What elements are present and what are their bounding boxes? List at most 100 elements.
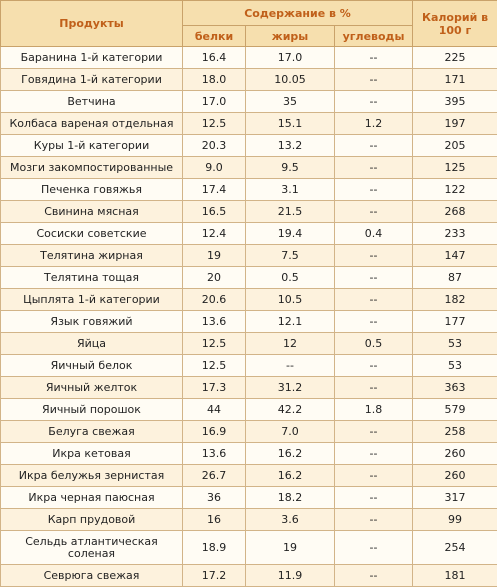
calories-value: 53 [413,333,497,355]
product-name: Яичный белок [1,355,183,377]
carbs-value: -- [335,421,413,443]
calories-value: 260 [413,443,497,465]
protein-value: 26.7 [183,465,246,487]
fat-value: 10.5 [246,289,335,311]
protein-value: 16.9 [183,421,246,443]
table-row: Белуга свежая 16.9 7.0 -- 258 [1,421,497,443]
fat-value: 42.2 [246,399,335,421]
calories-value: 258 [413,421,497,443]
fat-value: 16.2 [246,465,335,487]
calories-value: 125 [413,157,497,179]
product-name: Яичный порошок [1,399,183,421]
carbs-value: 1.2 [335,113,413,135]
product-name: Колбаса вареная отдельная [1,113,183,135]
header-protein: белки [183,26,246,47]
protein-value: 13.6 [183,311,246,333]
carbs-value: -- [335,201,413,223]
product-name: Икра белужья зернистая [1,465,183,487]
carbs-value: -- [335,267,413,289]
carbs-value: -- [335,69,413,91]
fat-value: 16.2 [246,443,335,465]
protein-value: 18.9 [183,531,246,565]
product-name: Сосиски советские [1,223,183,245]
table-row: Яйца 12.5 12 0.5 53 [1,333,497,355]
product-name: Мозги закомпостированные [1,157,183,179]
table-row: Ветчина 17.0 35 -- 395 [1,91,497,113]
carbs-value: -- [335,179,413,201]
product-name: Свинина мясная [1,201,183,223]
product-name: Сельдь атлантическая соленая [1,531,183,565]
protein-value: 17.3 [183,377,246,399]
header-carbs: углеводы [335,26,413,47]
header-content-group: Содержание в % [183,1,413,26]
product-name: Куры 1-й категории [1,135,183,157]
fat-value: 9.5 [246,157,335,179]
table-row: Яичный белок 12.5 -- -- 53 [1,355,497,377]
product-name: Телятина тощая [1,267,183,289]
fat-value: 11.9 [246,565,335,587]
protein-value: 16.4 [183,47,246,69]
carbs-value: -- [335,355,413,377]
product-name: Яйца [1,333,183,355]
product-name: Ветчина [1,91,183,113]
carbs-value: 1.8 [335,399,413,421]
fat-value: 21.5 [246,201,335,223]
carbs-value: -- [335,565,413,587]
table-row: Яичный желток 17.3 31.2 -- 363 [1,377,497,399]
carbs-value: -- [335,47,413,69]
calories-value: 87 [413,267,497,289]
protein-value: 36 [183,487,246,509]
fat-value: 0.5 [246,267,335,289]
header-calories: Калорий в 100 г [413,1,497,47]
product-name: Яичный желток [1,377,183,399]
protein-value: 13.6 [183,443,246,465]
calories-value: 53 [413,355,497,377]
product-name: Икра черная паюсная [1,487,183,509]
protein-value: 19 [183,245,246,267]
calories-value: 171 [413,69,497,91]
calories-value: 205 [413,135,497,157]
fat-value: 17.0 [246,47,335,69]
protein-value: 17.0 [183,91,246,113]
product-name: Икра кетовая [1,443,183,465]
protein-value: 20 [183,267,246,289]
protein-value: 17.4 [183,179,246,201]
calories-value: 363 [413,377,497,399]
carbs-value: -- [335,91,413,113]
carbs-value: -- [335,135,413,157]
table-row: Телятина жирная 19 7.5 -- 147 [1,245,497,267]
table-row: Язык говяжий 13.6 12.1 -- 177 [1,311,497,333]
table-row: Телятина тощая 20 0.5 -- 87 [1,267,497,289]
calories-value: 197 [413,113,497,135]
fat-value: 18.2 [246,487,335,509]
table-row: Баранина 1-й категории 16.4 17.0 -- 225 [1,47,497,69]
calories-value: 182 [413,289,497,311]
table-row: Говядина 1-й категории 18.0 10.05 -- 171 [1,69,497,91]
calories-value: 181 [413,565,497,587]
table-row: Икра кетовая 13.6 16.2 -- 260 [1,443,497,465]
product-name: Телятина жирная [1,245,183,267]
protein-value: 9.0 [183,157,246,179]
carbs-value: -- [335,487,413,509]
product-name: Язык говяжий [1,311,183,333]
calories-value: 147 [413,245,497,267]
fat-value: 12.1 [246,311,335,333]
protein-value: 12.4 [183,223,246,245]
table-row: Икра черная паюсная 36 18.2 -- 317 [1,487,497,509]
carbs-value: -- [335,509,413,531]
protein-value: 16 [183,509,246,531]
product-name: Печенка говяжья [1,179,183,201]
protein-value: 20.6 [183,289,246,311]
calories-value: 317 [413,487,497,509]
carbs-value: -- [335,531,413,565]
fat-value: 12 [246,333,335,355]
table-row: Севрюга свежая 17.2 11.9 -- 181 [1,565,497,587]
header-product: Продукты [1,1,183,47]
header-fat: жиры [246,26,335,47]
calories-value: 99 [413,509,497,531]
fat-value: 7.0 [246,421,335,443]
protein-value: 20.3 [183,135,246,157]
fat-value: 19 [246,531,335,565]
table-row: Мозги закомпостированные 9.0 9.5 -- 125 [1,157,497,179]
